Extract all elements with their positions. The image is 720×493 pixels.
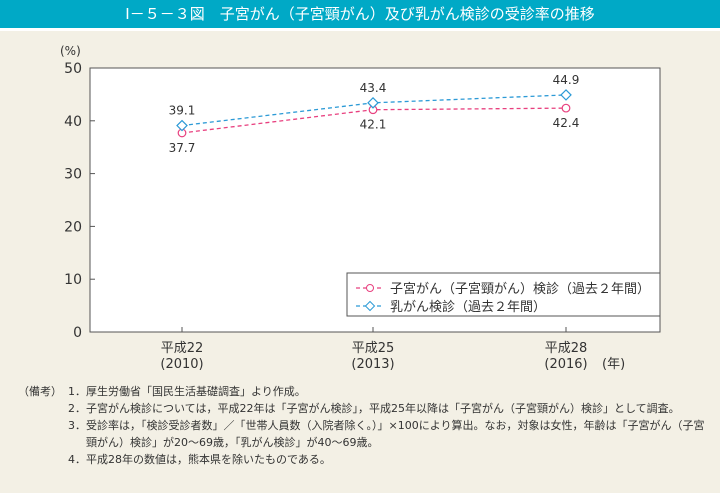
line-chart: (%) 0 10 20 30 40 50 平成22(2010) 平成25(2013) 平成28(2… [60,44,661,372]
note-text: 平成28年の数値は，熊本県を除いたものである。 [86,453,331,466]
notes-heading: （備考） [18,385,62,398]
note-number: 1． [68,385,86,398]
x-tick-label: 平成28 [545,341,588,356]
y-tick-label: 50 [64,61,82,77]
data-point-diamond [176,119,188,132]
note-row: （備考） 1． 厚生労働省「国民生活基礎調査」より作成。 [18,383,706,400]
note-number: 2． [68,402,86,415]
data-label: 43.4 [360,81,387,95]
data-label: 39.1 [169,104,196,118]
note-text: 子宮がん検診については，平成22年は「子宮がん検診」，平成25年以降は「子宮がん… [86,402,680,415]
legend [346,272,661,317]
y-axis-label: (%) [60,44,81,58]
data-label: 37.7 [169,141,196,155]
y-tick-label: 20 [64,219,82,235]
note-text: 厚生労働省「国民生活基礎調査」より作成。 [86,385,306,398]
legend-label: 乳がん検診（過去２年間） [390,299,546,315]
figure-title: Ⅰ－５－３図 子宮がん（子宮頸がん）及び乳がん検診の受診率の推移 [0,0,720,28]
note-number: 3． [68,419,86,432]
y-tick-label: 40 [64,114,82,130]
x-tick-label: 平成22 [161,341,204,356]
data-point-circle [561,103,571,113]
legend-marker-diamond [364,300,376,312]
note-row: 4． 平成28年の数値は，熊本県を除いたものである。 [18,451,706,468]
note-row: 3． 受診率は，「検診受診者数」／「世帯人員数（入院者除く。）」×100により算出… [18,417,706,451]
note-text: 受診率は，「検診受診者数」／「世帯人員数（入院者除く。）」×100により算出。な… [86,419,705,449]
data-label: 42.1 [360,118,387,132]
x-tick-label: (2010) [160,357,203,372]
notes: （備考） 1． 厚生労働省「国民生活基礎調査」より作成。 2． 子宮がん検診については… [18,383,706,468]
x-tick-label: (2013) [351,357,394,372]
y-tick-label: 0 [73,325,82,341]
x-tick-label: (2016) [544,357,587,372]
note-number: 4． [68,453,86,466]
y-tick-label: 30 [64,167,82,183]
data-point-diamond [367,96,379,109]
legend-marker-circle [366,284,374,292]
data-point-diamond [560,89,572,101]
legend-label: 子宮がん（子宮頸がん）検診（過去２年間） [390,281,650,297]
data-label: 42.4 [553,116,580,130]
title-divider [0,28,720,31]
note-row: 2． 子宮がん検診については，平成22年は「子宮がん検診」，平成25年以降は「子宮… [18,400,706,417]
x-tick-label: 平成25 [352,341,395,356]
y-tick-label: 10 [64,272,82,288]
x-axis-unit: (年) [602,357,625,372]
data-label: 44.9 [553,73,580,87]
